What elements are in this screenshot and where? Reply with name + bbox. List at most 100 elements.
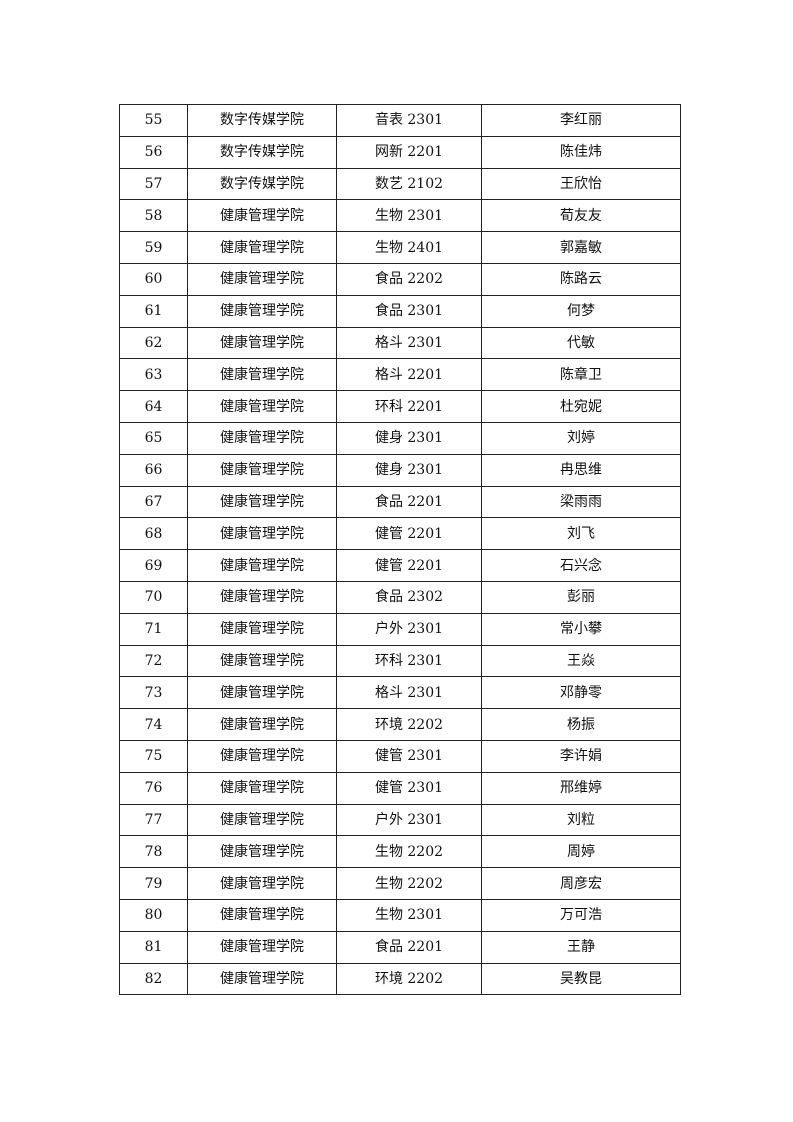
table-row: 65 健康管理学院 健身 2301 刘婷 <box>119 421 681 455</box>
cell-index: 72 <box>119 644 188 678</box>
table-row: 62 健康管理学院 格斗 2301 代敏 <box>119 326 681 360</box>
cell-class: 格斗 2301 <box>336 326 482 360</box>
table-row: 69 健康管理学院 健管 2201 石兴念 <box>119 549 681 582</box>
table-row: 68 健康管理学院 健管 2201 刘飞 <box>119 517 681 551</box>
cell-name: 刘飞 <box>481 517 681 551</box>
student-table: 55 数字传媒学院 音表 2301 李红丽 56 数字传媒学院 网新 2201 陈佳炜 57 数字… <box>119 104 681 996</box>
cell-name: 梁雨雨 <box>481 485 681 519</box>
cell-class: 食品 2202 <box>336 262 482 296</box>
table-row: 82 健康管理学院 环境 2202 吴教昆 <box>119 962 681 996</box>
cell-index: 71 <box>119 612 188 646</box>
table-row: 79 健康管理学院 生物 2202 周彦宏 <box>119 867 681 900</box>
table-row: 81 健康管理学院 食品 2201 王静 <box>119 930 681 964</box>
cell-name: 彭丽 <box>481 580 681 614</box>
cell-class: 生物 2202 <box>336 835 482 869</box>
cell-name: 万可浩 <box>481 898 681 932</box>
cell-class: 健身 2301 <box>336 421 482 455</box>
cell-class: 食品 2301 <box>336 294 482 328</box>
cell-index: 67 <box>119 485 188 519</box>
cell-index: 59 <box>119 231 188 264</box>
table-row: 60 健康管理学院 食品 2202 陈路云 <box>119 262 681 296</box>
cell-name: 周彦宏 <box>481 867 681 900</box>
cell-class: 环科 2301 <box>336 644 482 678</box>
cell-class: 户外 2301 <box>336 612 482 646</box>
table-row: 59 健康管理学院 生物 2401 郭嘉敏 <box>119 231 681 264</box>
cell-index: 82 <box>119 962 188 996</box>
cell-college: 健康管理学院 <box>187 485 337 519</box>
cell-index: 58 <box>119 199 188 233</box>
cell-college: 健康管理学院 <box>187 326 337 360</box>
cell-college: 健康管理学院 <box>187 962 337 996</box>
table-row: 67 健康管理学院 食品 2201 梁雨雨 <box>119 485 681 519</box>
table-body: 55 数字传媒学院 音表 2301 李红丽 56 数字传媒学院 网新 2201 陈佳炜 57 数字… <box>119 104 681 996</box>
table-row: 55 数字传媒学院 音表 2301 李红丽 <box>119 104 681 137</box>
cell-college: 健康管理学院 <box>187 517 337 551</box>
cell-index: 75 <box>119 739 188 773</box>
cell-college: 健康管理学院 <box>187 898 337 932</box>
table-row: 58 健康管理学院 生物 2301 荀友友 <box>119 199 681 233</box>
cell-class: 食品 2201 <box>336 485 482 519</box>
cell-name: 吴教昆 <box>481 962 681 996</box>
cell-index: 65 <box>119 421 188 455</box>
table-row: 71 健康管理学院 户外 2301 常小攀 <box>119 612 681 646</box>
cell-index: 79 <box>119 867 188 900</box>
cell-college: 健康管理学院 <box>187 421 337 455</box>
cell-college: 健康管理学院 <box>187 549 337 582</box>
table-row: 66 健康管理学院 健身 2301 冉思维 <box>119 453 681 487</box>
cell-college: 健康管理学院 <box>187 294 337 328</box>
cell-college: 健康管理学院 <box>187 835 337 869</box>
cell-college: 健康管理学院 <box>187 644 337 678</box>
table-row: 64 健康管理学院 环科 2201 杜宛妮 <box>119 390 681 423</box>
cell-index: 70 <box>119 580 188 614</box>
cell-index: 61 <box>119 294 188 328</box>
cell-college: 健康管理学院 <box>187 390 337 423</box>
table-row: 74 健康管理学院 环境 2202 杨振 <box>119 708 681 741</box>
cell-class: 户外 2301 <box>336 803 482 837</box>
cell-class: 健管 2201 <box>336 549 482 582</box>
cell-name: 郭嘉敏 <box>481 231 681 264</box>
cell-index: 55 <box>119 104 188 137</box>
cell-class: 健管 2301 <box>336 771 482 805</box>
cell-index: 60 <box>119 262 188 296</box>
cell-college: 数字传媒学院 <box>187 167 337 201</box>
table-row: 78 健康管理学院 生物 2202 周婷 <box>119 835 681 869</box>
cell-name: 陈路云 <box>481 262 681 296</box>
cell-name: 王静 <box>481 930 681 964</box>
cell-name: 邓静零 <box>481 676 681 710</box>
cell-index: 56 <box>119 135 188 169</box>
table-row: 76 健康管理学院 健管 2301 邢维婷 <box>119 771 681 805</box>
cell-name: 陈章卫 <box>481 358 681 392</box>
cell-class: 健管 2201 <box>336 517 482 551</box>
cell-name: 李红丽 <box>481 104 681 137</box>
cell-class: 格斗 2201 <box>336 358 482 392</box>
cell-college: 健康管理学院 <box>187 358 337 392</box>
table-row: 75 健康管理学院 健管 2301 李许娟 <box>119 739 681 773</box>
cell-index: 76 <box>119 771 188 805</box>
cell-class: 音表 2301 <box>336 104 482 137</box>
cell-name: 杨振 <box>481 708 681 741</box>
cell-class: 格斗 2301 <box>336 676 482 710</box>
cell-class: 生物 2202 <box>336 867 482 900</box>
cell-name: 冉思维 <box>481 453 681 487</box>
cell-class: 环科 2201 <box>336 390 482 423</box>
table-row: 70 健康管理学院 食品 2302 彭丽 <box>119 580 681 614</box>
cell-index: 62 <box>119 326 188 360</box>
cell-college: 数字传媒学院 <box>187 104 337 137</box>
cell-college: 健康管理学院 <box>187 262 337 296</box>
cell-class: 食品 2302 <box>336 580 482 614</box>
cell-college: 健康管理学院 <box>187 803 337 837</box>
cell-index: 80 <box>119 898 188 932</box>
cell-college: 健康管理学院 <box>187 580 337 614</box>
cell-index: 78 <box>119 835 188 869</box>
cell-college: 健康管理学院 <box>187 453 337 487</box>
cell-college: 健康管理学院 <box>187 199 337 233</box>
cell-name: 周婷 <box>481 835 681 869</box>
cell-class: 健管 2301 <box>336 739 482 773</box>
table-row: 73 健康管理学院 格斗 2301 邓静零 <box>119 676 681 710</box>
cell-college: 数字传媒学院 <box>187 135 337 169</box>
table-row: 56 数字传媒学院 网新 2201 陈佳炜 <box>119 135 681 169</box>
cell-index: 64 <box>119 390 188 423</box>
table-row: 57 数字传媒学院 数艺 2102 王欣怡 <box>119 167 681 201</box>
cell-index: 74 <box>119 708 188 741</box>
cell-college: 健康管理学院 <box>187 708 337 741</box>
